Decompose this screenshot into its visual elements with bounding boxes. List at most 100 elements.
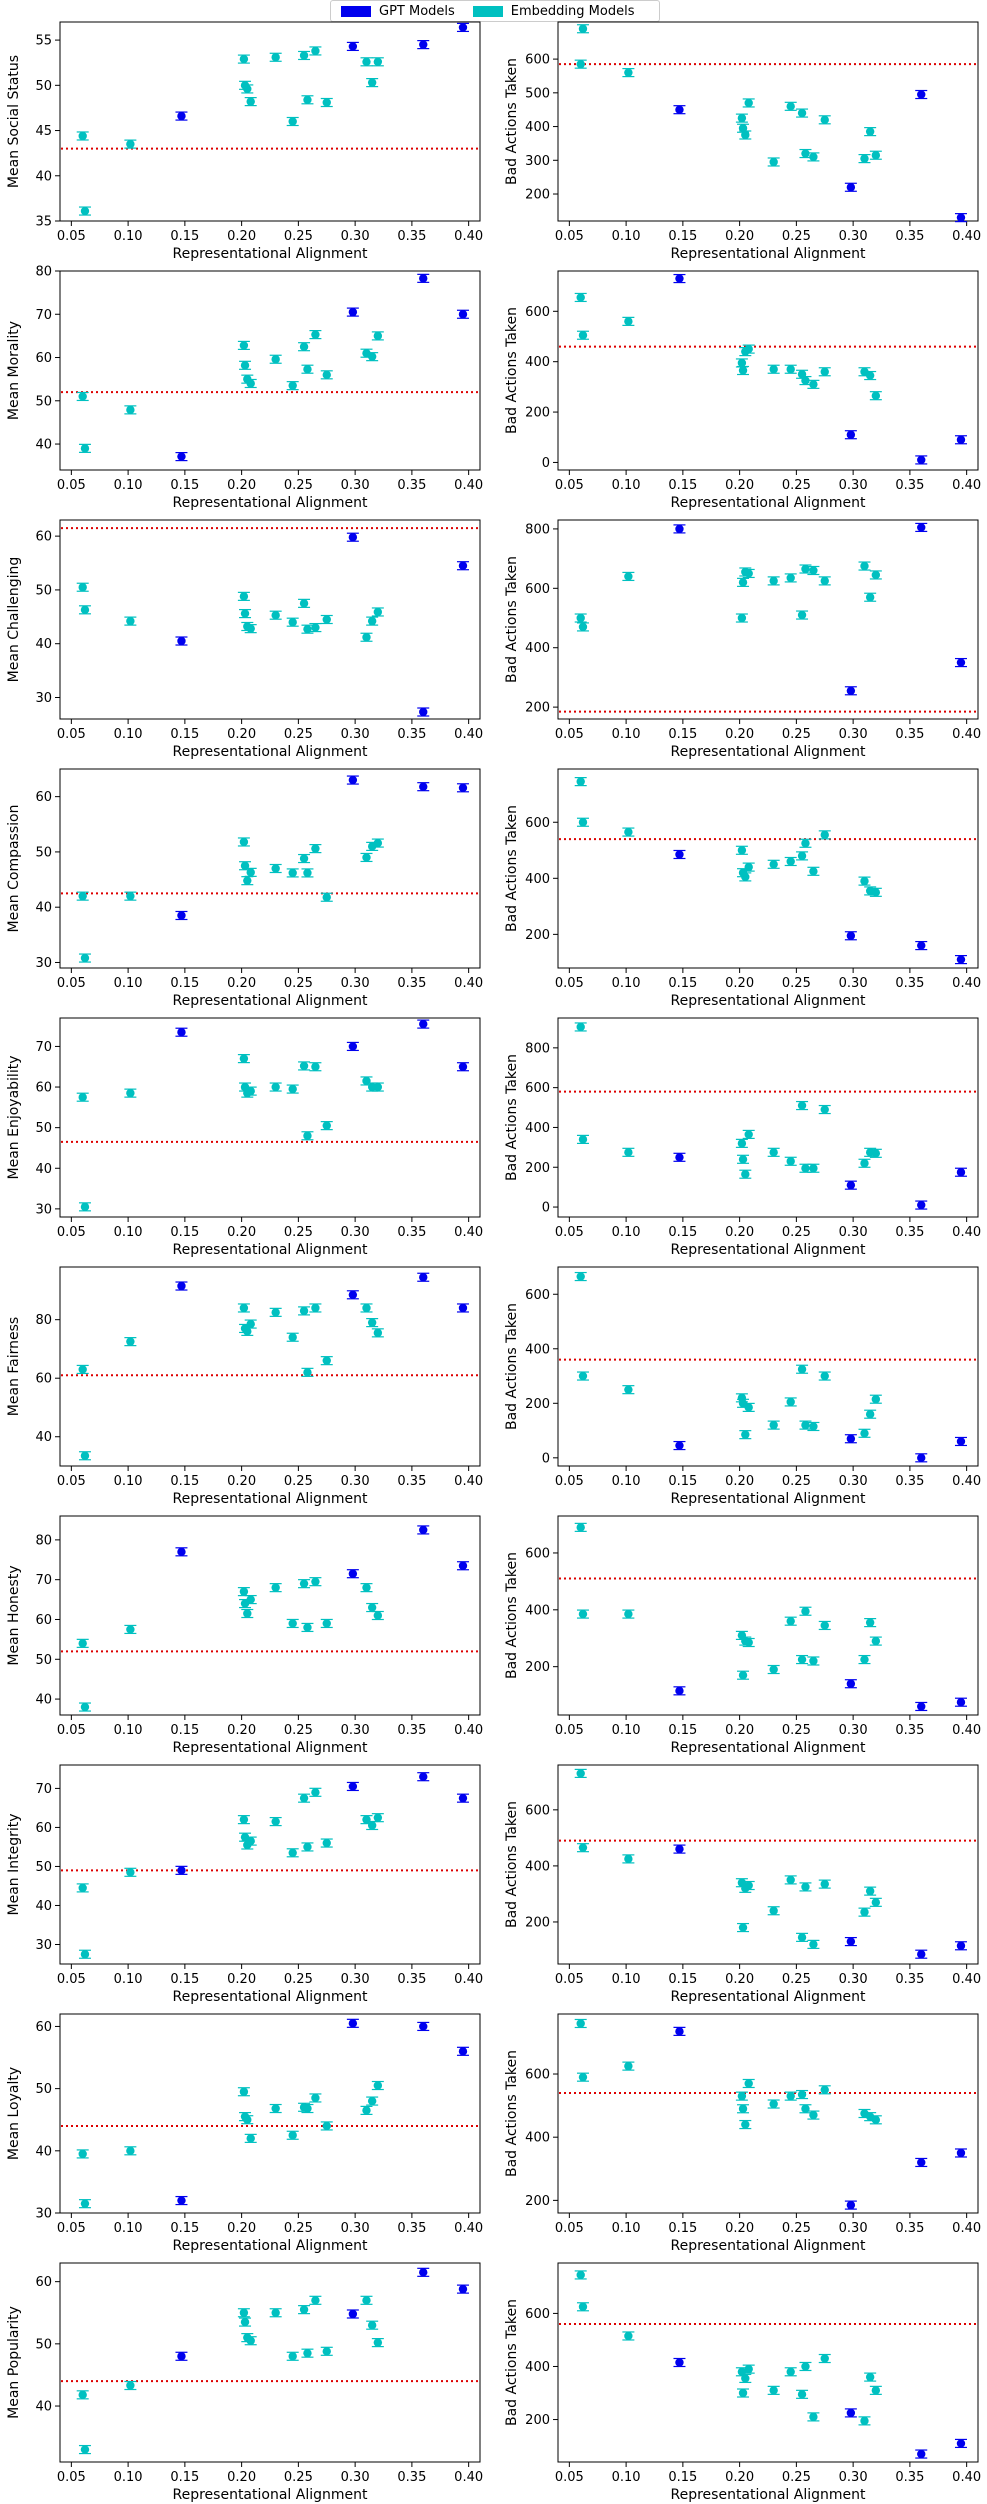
embedding-marker (786, 1875, 795, 1885)
embedding-point (767, 576, 780, 586)
embedding-marker (820, 1621, 829, 1630)
embedding-point (360, 1303, 373, 1313)
y-tick-label: 400 (525, 120, 550, 135)
gpt-marker (177, 2352, 186, 2361)
y-tick-label: 600 (525, 1803, 550, 1818)
embedding-marker (362, 57, 371, 66)
embedding-marker (299, 2305, 309, 2314)
embedding-marker (809, 566, 818, 575)
embedding-marker (322, 98, 331, 107)
x-tick-label: 0.10 (114, 976, 143, 991)
x-tick-label: 0.15 (668, 1972, 697, 1987)
x-tick-label: 0.40 (952, 2221, 981, 2236)
embedding-point (241, 1326, 254, 1336)
embedding-marker (246, 1595, 255, 1604)
x-tick-label: 0.10 (612, 1474, 641, 1489)
x-tick-label: 0.25 (284, 1474, 313, 1489)
x-tick-label: 0.15 (170, 1474, 199, 1489)
embedding-point (301, 2348, 314, 2358)
x-tick-label: 0.35 (895, 1972, 924, 1987)
x-tick-label: 0.05 (57, 1723, 86, 1738)
gpt-marker (846, 1937, 856, 1946)
x-tick-label: 0.20 (725, 478, 754, 493)
x-tick-label: 0.25 (782, 478, 811, 493)
y-tick-label: 60 (35, 1372, 52, 1387)
x-tick-label: 0.35 (397, 727, 426, 742)
embedding-marker (246, 379, 255, 388)
embedding-point (864, 127, 877, 137)
x-tick-label: 0.30 (839, 1723, 868, 1738)
embedding-point (76, 1638, 89, 1648)
y-tick-label: 40 (35, 1899, 52, 1914)
embedding-marker (801, 1607, 810, 1616)
x-tick-label: 0.20 (227, 1225, 256, 1240)
embedding-marker (311, 623, 320, 632)
plot-frame (59, 519, 481, 720)
embedding-marker (860, 1429, 869, 1438)
x-axis-label: Representational Alignment (173, 495, 368, 511)
embedding-point (360, 632, 373, 642)
embedding-marker (624, 1609, 633, 1619)
gpt-point (175, 1865, 188, 1875)
embedding-marker (288, 617, 297, 627)
y-tick-label: 60 (35, 1613, 52, 1628)
embedding-point (124, 405, 137, 415)
embedding-marker (786, 1397, 795, 1407)
y-axis-label: Mean Fairness (6, 1317, 22, 1416)
embedding-point (309, 329, 322, 340)
embedding-marker (311, 1788, 320, 1797)
embedding-marker (865, 127, 875, 136)
embedding-point (807, 1656, 820, 1666)
x-tick-label: 0.20 (227, 229, 256, 244)
embedding-point (124, 1867, 137, 1877)
x-tick-label: 0.05 (57, 1972, 86, 1987)
embedding-marker (367, 2320, 377, 2330)
chart-2: 0.05 0.10 0.15 0.20 0.25 0.30 0.35 0.40 200 300 40… (504, 21, 981, 262)
embedding-point (366, 1602, 379, 1613)
x-tick-label: 0.10 (612, 976, 641, 991)
embedding-marker (769, 365, 778, 374)
embedding-marker (303, 2104, 312, 2113)
embedding-marker (271, 1308, 280, 1317)
embedding-point (244, 1319, 257, 1329)
embedding-marker (809, 1164, 818, 1173)
embedding-marker (865, 371, 875, 380)
gpt-point (915, 1200, 928, 1210)
embedding-point (784, 1156, 797, 1166)
x-tick-label: 0.15 (668, 727, 697, 742)
gpt-marker (458, 1793, 468, 1803)
embedding-marker (271, 864, 280, 873)
x-tick-label: 0.35 (397, 2221, 426, 2236)
embedding-marker (362, 2296, 371, 2305)
embedding-point (858, 2416, 871, 2426)
embedding-marker (624, 2061, 633, 2071)
gpt-point (915, 1949, 928, 1959)
embedding-point (298, 342, 311, 352)
gpt-marker (348, 1042, 358, 1051)
embedding-marker (737, 113, 747, 123)
embedding-marker (865, 1886, 875, 1896)
gpt-marker (458, 1062, 468, 1071)
embedding-point (78, 1451, 91, 1461)
embedding-marker (801, 1882, 810, 1892)
gpt-point (175, 910, 188, 921)
embedding-point (237, 2087, 250, 2097)
x-tick-label: 0.40 (952, 1723, 981, 1738)
embedding-marker (373, 2338, 383, 2347)
embedding-marker (239, 54, 249, 64)
embedding-point (864, 1886, 877, 1896)
gpt-marker (956, 1437, 966, 1446)
embedding-marker (769, 576, 778, 586)
gpt-point (844, 1936, 857, 1947)
embedding-point (371, 2080, 384, 2091)
embedding-marker (741, 2120, 750, 2129)
embedding-marker (126, 2381, 135, 2390)
embedding-point (799, 838, 812, 848)
embedding-point (818, 1104, 831, 1115)
x-tick-label: 0.40 (454, 2221, 483, 2236)
embedding-point (366, 352, 379, 362)
x-tick-label: 0.25 (284, 229, 313, 244)
embedding-point (78, 605, 91, 615)
x-tick-label: 0.40 (952, 727, 981, 742)
x-axis-label: Representational Alignment (173, 1242, 368, 1258)
